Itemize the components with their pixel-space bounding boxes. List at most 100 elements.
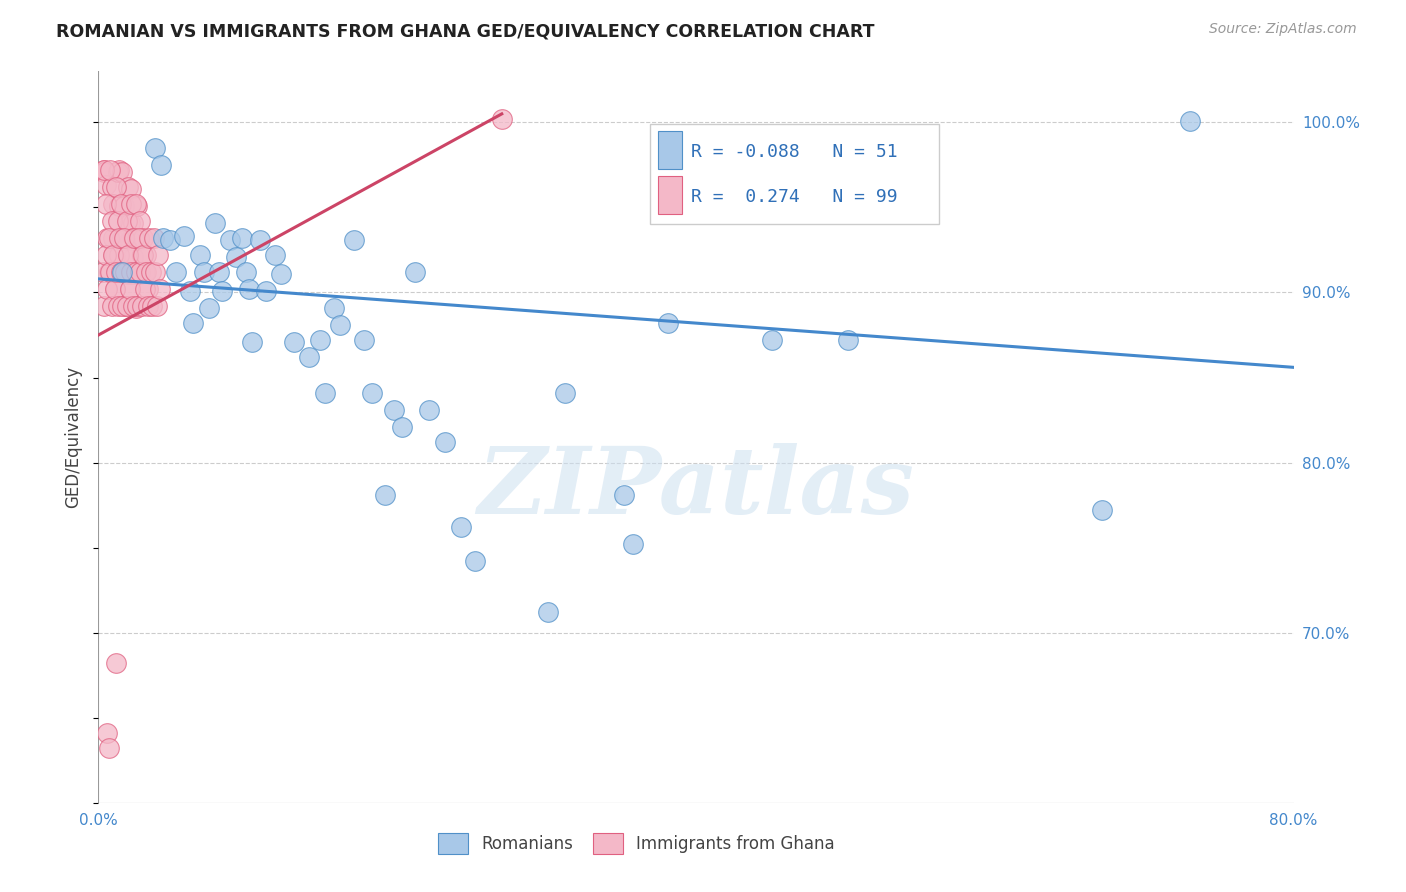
- Point: [115, 267, 138, 281]
- Point: [240, 334, 263, 349]
- Point: [129, 214, 152, 228]
- Point: [96, 231, 118, 245]
- Point: [118, 216, 141, 230]
- Point: [179, 284, 201, 298]
- Point: [353, 333, 375, 347]
- Point: [104, 282, 127, 296]
- Point: [108, 163, 131, 178]
- Point: [238, 282, 260, 296]
- Y-axis label: GED/Equivalency: GED/Equivalency: [65, 366, 83, 508]
- Point: [188, 248, 211, 262]
- Point: [374, 488, 396, 502]
- Text: ZIPatlas: ZIPatlas: [478, 443, 914, 533]
- Point: [418, 402, 440, 417]
- Point: [98, 163, 122, 178]
- Point: [235, 265, 257, 279]
- Point: [249, 233, 271, 247]
- Point: [93, 165, 115, 179]
- Point: [124, 267, 146, 281]
- Point: [110, 265, 132, 279]
- Point: [143, 265, 166, 279]
- Point: [198, 301, 221, 315]
- Point: [93, 163, 115, 178]
- Point: [329, 318, 352, 332]
- Point: [132, 248, 155, 262]
- Point: [121, 250, 143, 264]
- Point: [105, 265, 128, 279]
- Point: [837, 333, 859, 347]
- Point: [132, 231, 155, 245]
- Point: [103, 248, 125, 262]
- Point: [125, 265, 148, 279]
- Point: [464, 554, 486, 568]
- Point: [150, 158, 173, 172]
- Point: [111, 231, 134, 245]
- Point: [103, 248, 125, 262]
- Point: [135, 248, 157, 262]
- Point: [105, 657, 128, 671]
- Point: [112, 265, 135, 279]
- Point: [613, 488, 636, 502]
- Point: [129, 265, 152, 279]
- Point: [136, 282, 159, 296]
- Point: [131, 248, 153, 262]
- Point: [127, 299, 149, 313]
- Point: [120, 267, 142, 281]
- Point: [145, 299, 167, 313]
- Point: [91, 265, 114, 279]
- Point: [103, 197, 125, 211]
- Point: [391, 420, 413, 434]
- Point: [149, 282, 172, 296]
- Point: [360, 385, 382, 400]
- Point: [111, 299, 134, 313]
- Point: [135, 265, 157, 279]
- Point: [173, 229, 195, 244]
- Point: [450, 520, 472, 534]
- Point: [114, 233, 136, 247]
- Point: [124, 231, 146, 245]
- Point: [117, 180, 139, 194]
- Point: [93, 299, 115, 313]
- Point: [101, 214, 124, 228]
- Point: [263, 248, 285, 262]
- Point: [308, 333, 330, 347]
- Text: R =  0.274   N = 99: R = 0.274 N = 99: [692, 188, 898, 206]
- Point: [107, 214, 129, 228]
- Point: [112, 231, 135, 245]
- Point: [101, 299, 124, 313]
- Point: [231, 231, 253, 245]
- Point: [118, 282, 141, 296]
- Point: [254, 284, 277, 298]
- Point: [114, 299, 136, 313]
- Point: [97, 265, 120, 279]
- Text: ROMANIAN VS IMMIGRANTS FROM GHANA GED/EQUIVALENCY CORRELATION CHART: ROMANIAN VS IMMIGRANTS FROM GHANA GED/EQ…: [56, 22, 875, 40]
- Point: [124, 265, 146, 279]
- Point: [537, 605, 560, 619]
- Point: [114, 265, 136, 279]
- Point: [125, 301, 148, 315]
- Point: [152, 231, 174, 245]
- Point: [111, 265, 134, 279]
- Point: [112, 199, 135, 213]
- Point: [103, 231, 125, 245]
- Point: [621, 537, 644, 551]
- Point: [108, 231, 131, 245]
- Point: [225, 250, 247, 264]
- Point: [139, 265, 162, 279]
- Point: [382, 402, 405, 417]
- Point: [125, 197, 148, 211]
- Point: [96, 282, 118, 296]
- Point: [131, 299, 153, 313]
- Point: [96, 726, 118, 740]
- Point: [121, 299, 143, 313]
- Point: [138, 231, 160, 245]
- Point: [128, 233, 150, 247]
- Point: [657, 316, 679, 330]
- Point: [105, 180, 128, 194]
- Point: [111, 165, 134, 179]
- Point: [343, 233, 366, 247]
- Point: [108, 199, 131, 213]
- Point: [118, 282, 141, 296]
- Point: [129, 267, 152, 281]
- Point: [94, 197, 117, 211]
